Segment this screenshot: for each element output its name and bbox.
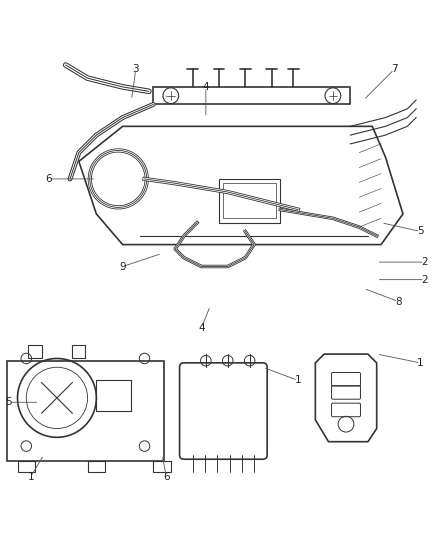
Bar [28,345,42,359]
Text: 3: 3 [132,64,139,75]
Text: 2: 2 [421,274,428,285]
Text: 4: 4 [198,323,205,333]
Text: 4: 4 [202,82,209,92]
Text: 6: 6 [163,472,170,482]
Bar [72,345,85,359]
Text: 8: 8 [395,296,402,306]
Bar [223,183,276,219]
Text: 1: 1 [417,358,424,368]
Bar [96,381,131,411]
Text: 1: 1 [294,375,301,385]
Text: 2: 2 [421,257,428,267]
Bar [219,179,280,223]
Bar [18,462,35,472]
Bar [153,462,171,472]
Text: 1: 1 [27,472,34,482]
Text: 6: 6 [45,174,52,184]
Text: 5: 5 [417,227,424,237]
Text: 9: 9 [119,262,126,271]
Text: 5: 5 [5,397,12,407]
Bar [88,462,105,472]
Text: 7: 7 [391,64,398,75]
